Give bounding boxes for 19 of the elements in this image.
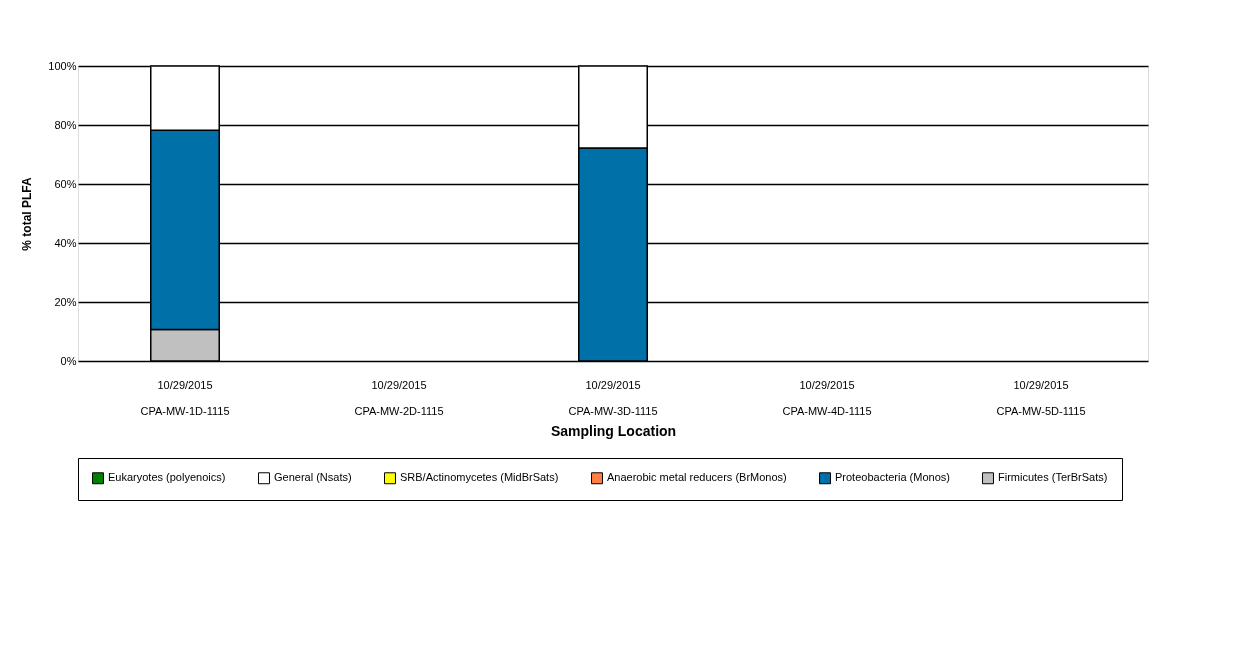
y-tick-label: 40%: [54, 236, 77, 249]
legend-label: General (Nsats): [274, 471, 352, 484]
legend-label: Firmicutes (TerBrSats): [998, 471, 1108, 484]
y-tick-label: 100%: [48, 59, 77, 72]
y-tick-label: 80%: [54, 118, 77, 131]
legend-label: Proteobacteria (Monos): [835, 471, 950, 484]
y-tick-label: 0%: [60, 354, 77, 367]
x-axis-title: Sampling Location: [550, 422, 677, 439]
y-tick-label: 60%: [54, 177, 77, 190]
category-label: 10/29/2015 CPA-MW-5D-1115: [996, 378, 1086, 417]
legend-label: Eukaryotes (polyenoics): [108, 471, 226, 484]
y-axis-title: % total PLFA: [20, 177, 35, 251]
category-label: 10/29/2015 CPA-MW-4D-1115: [782, 378, 872, 417]
category-label: 10/29/2015 CPA-MW-1D-1115: [140, 378, 230, 417]
legend-label: SRB/Actinomycetes (MidBrSats): [400, 471, 559, 484]
y-tick-label: 20%: [54, 295, 77, 308]
legend-label: Anaerobic metal reducers (BrMonos): [607, 471, 787, 484]
category-label: 10/29/2015 CPA-MW-2D-1115: [354, 378, 444, 417]
category-label: 10/29/2015 CPA-MW-3D-1115: [568, 378, 658, 417]
